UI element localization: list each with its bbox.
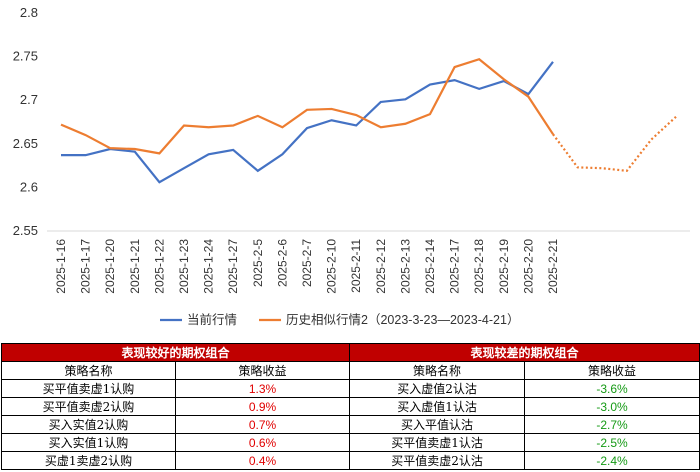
series-line-dotted — [552, 115, 677, 172]
x-tick-label: 2025-2-14 — [423, 239, 437, 294]
table-row: 买虚1卖虚2认购 0.4% 买平值卖虚2认沽 -2.4% — [1, 451, 700, 470]
table-title: 表现较差的期权组合 — [349, 343, 700, 362]
x-tick-label: 2025-1-21 — [128, 239, 142, 294]
x-tick-label: 2025-2-13 — [398, 239, 412, 294]
strategy-name: 买入虚值1认沽 — [349, 397, 526, 416]
chart: 2.55 2.6 2.65 2.7 2.75 2.8 2025-1-16 2025-1-17 2… — [13, 5, 690, 327]
strategy-return: 1.3% — [174, 379, 351, 398]
x-tick-label: 2025-2-5 — [251, 239, 265, 287]
column-header: 策略收益 — [174, 361, 351, 380]
series-line — [61, 61, 554, 184]
table-row: 买入实值1认购 0.6% 买平值卖虚1认沽 -2.5% — [1, 433, 700, 452]
x-tick-label: 2025-2-10 — [325, 239, 339, 294]
x-tick-label: 2025-1-23 — [177, 239, 191, 294]
strategy-name: 买平值卖虚1认沽 — [349, 433, 526, 452]
strategy-return: -2.7% — [524, 415, 700, 434]
strategy-name: 买平值卖虚1认购 — [1, 379, 176, 398]
x-tick-label: 2025-1-17 — [79, 239, 93, 294]
strategy-table: 表现较好的期权组合 表现较差的期权组合 策略名称 策略收益 策略名称 策略收益 … — [0, 343, 700, 470]
x-tick-label: 2025-1-20 — [103, 239, 117, 294]
strategy-return: -2.5% — [524, 433, 700, 452]
x-tick-label: 2025-2-19 — [497, 239, 511, 294]
strategy-name: 买平值卖虚2认沽 — [349, 451, 526, 470]
x-tick-label: 2025-1-27 — [226, 239, 240, 294]
strategy-return: -3.0% — [524, 397, 700, 416]
y-tick-label: 2.8 — [20, 5, 38, 20]
y-tick-label: 2.7 — [20, 92, 38, 107]
table-title: 表现较好的期权组合 — [0, 343, 351, 362]
table-row: 买平值卖虚2认购 0.9% 买入虚值1认沽 -3.0% — [1, 397, 700, 416]
legend-label: 当前行情 — [187, 312, 237, 327]
x-tick-label: 2025-2-20 — [521, 239, 535, 294]
x-tick-label: 2025-2-21 — [546, 239, 560, 294]
strategy-name: 买入实值2认购 — [1, 415, 176, 434]
legend-label: 历史相似行情2（2023-3-23—2023-4-21） — [286, 313, 519, 327]
x-tick-label: 2025-2-18 — [472, 239, 486, 294]
y-tick-label: 2.6 — [20, 179, 38, 194]
column-header: 策略收益 — [524, 361, 700, 380]
x-tick-label: 2025-2-7 — [300, 239, 314, 287]
x-tick-label: 2025-2-11 — [349, 239, 363, 293]
column-header: 策略名称 — [1, 361, 176, 380]
x-tick-label: 2025-2-12 — [374, 239, 388, 294]
x-tick-label: 2025-1-16 — [54, 239, 68, 294]
y-tick-label: 2.75 — [13, 49, 38, 64]
table-row: 买入实值2认购 0.7% 买入平值认沽 -2.7% — [1, 415, 700, 434]
strategy-return: -2.4% — [524, 451, 700, 470]
strategy-name: 买入虚值2认沽 — [349, 379, 526, 398]
strategy-return: 0.9% — [174, 397, 351, 416]
x-tick-label: 2025-1-24 — [202, 239, 216, 294]
strategy-return: 0.6% — [174, 433, 351, 452]
y-tick-label: 2.65 — [13, 136, 38, 151]
strategy-name: 买虚1卖虚2认购 — [1, 451, 176, 470]
x-tick-label: 2025-1-22 — [152, 239, 166, 294]
strategy-return: -3.6% — [524, 379, 700, 398]
strategy-name: 买入平值认沽 — [349, 415, 526, 434]
series-line — [60, 57, 554, 155]
column-header: 策略名称 — [349, 361, 526, 380]
strategy-return: 0.7% — [174, 415, 351, 434]
x-tick-label: 2025-2-6 — [275, 239, 289, 287]
x-tick-label: 2025-2-17 — [448, 239, 462, 294]
y-tick-label: 2.55 — [13, 223, 38, 238]
strategy-name: 买平值卖虚2认购 — [1, 397, 176, 416]
table-row: 买平值卖虚1认购 1.3% 买入虚值2认沽 -3.6% — [1, 379, 700, 398]
strategy-name: 买入实值1认购 — [1, 433, 176, 452]
strategy-return: 0.4% — [174, 451, 351, 470]
